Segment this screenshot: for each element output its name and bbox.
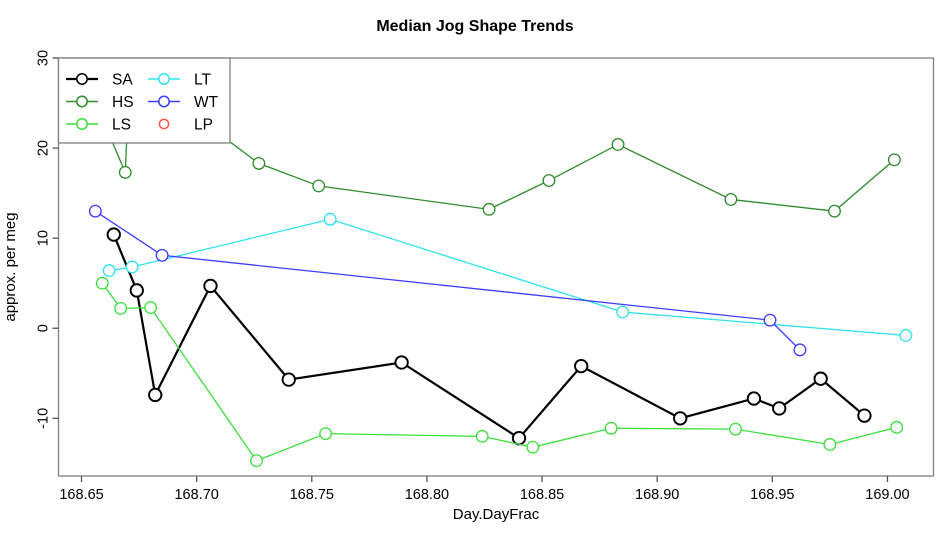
series-line <box>101 282 897 462</box>
data-point-marker <box>526 440 540 454</box>
x-tick-label: 168.70 <box>174 487 218 503</box>
legend-entry-HS: HS <box>66 94 134 111</box>
legend-label: LT <box>194 72 211 89</box>
x-axis: 168.65 168.70 168.75 168.80 168.85 168.90 168.… <box>59 476 910 503</box>
data-point-marker <box>511 431 527 446</box>
series-LS <box>95 276 904 468</box>
data-point-marker <box>95 276 109 290</box>
legend-label: SA <box>112 72 133 89</box>
x-tick-label: 168.65 <box>59 487 103 503</box>
data-point-marker <box>574 358 589 374</box>
x-tick-label: 168.85 <box>520 487 564 503</box>
data-point-marker <box>319 427 333 441</box>
legend-entry-LT: LT <box>148 72 211 89</box>
data-point-marker <box>823 438 837 451</box>
data-point-marker <box>793 343 807 357</box>
y-tick-label: -10 <box>35 408 51 429</box>
data-point-marker <box>899 329 913 342</box>
data-point-marker <box>203 278 218 294</box>
legend-entry-SA: SA <box>66 72 133 89</box>
data-point-marker <box>114 301 128 315</box>
data-point-marker <box>125 260 139 274</box>
y-axis-label: approx. per meg <box>2 212 19 322</box>
legend-marker-icon <box>76 95 88 108</box>
data-point-marker <box>106 227 121 242</box>
data-point-marker <box>673 411 688 426</box>
data-point-marker <box>604 421 618 435</box>
data-point-marker <box>281 372 296 387</box>
data-point-marker <box>250 454 263 468</box>
data-point-marker <box>118 165 132 179</box>
legend-entry-LP: LP <box>158 117 213 134</box>
chart-title: Median Jog Shape Trends <box>376 18 574 35</box>
data-point-marker <box>887 153 901 167</box>
y-tick-label: 0 <box>35 324 51 332</box>
series-line <box>109 218 906 337</box>
y-tick-label: 10 <box>35 230 51 246</box>
legend-entry-WT: WT <box>148 94 219 111</box>
data-point-marker <box>616 305 630 319</box>
legend: SA HS LS LT WT LP <box>57 57 231 144</box>
data-point-marker <box>252 156 266 170</box>
y-tick-label: 30 <box>35 50 51 66</box>
x-tick-label: 168.75 <box>290 487 334 503</box>
data-point-marker <box>724 192 738 206</box>
data-point-marker <box>763 313 777 327</box>
data-point-marker <box>611 138 625 151</box>
data-point-marker <box>394 355 409 370</box>
legend-marker-icon <box>76 73 88 85</box>
legend-marker-icon <box>158 118 170 130</box>
data-point-marker <box>542 174 556 187</box>
data-point-marker <box>772 401 787 416</box>
data-point-marker <box>155 248 169 262</box>
y-axis: -10 0 10 20 30 <box>35 50 59 429</box>
data-point-marker <box>813 371 828 386</box>
data-point-marker <box>890 420 904 434</box>
x-tick-label: 169.00 <box>865 487 909 503</box>
legend-marker-icon <box>76 118 88 130</box>
legend-label: LP <box>194 117 213 134</box>
data-point-marker <box>102 264 116 278</box>
x-tick-label: 168.80 <box>405 487 449 503</box>
data-point-marker <box>148 387 163 403</box>
series-line <box>94 210 801 351</box>
series-LT <box>102 212 913 342</box>
data-point-marker <box>88 204 102 218</box>
x-tick-label: 168.90 <box>635 487 679 503</box>
series-SA <box>106 227 872 446</box>
data-point-marker <box>746 391 762 406</box>
y-tick-label: 20 <box>35 140 51 156</box>
data-point-marker <box>482 202 496 216</box>
series-line <box>112 234 866 440</box>
data-point-marker <box>828 204 841 218</box>
series-WT <box>88 204 807 357</box>
x-axis-label: Day.DayFrac <box>452 506 540 523</box>
legend-label: HS <box>112 94 134 111</box>
data-point-marker <box>312 179 326 193</box>
data-point-marker <box>144 301 158 314</box>
data-point-marker <box>129 283 144 298</box>
plot-box <box>57 57 935 477</box>
legend-marker-icon <box>158 73 170 85</box>
data-point-marker <box>857 408 872 423</box>
x-tick-label: 168.95 <box>750 487 794 503</box>
legend-label: WT <box>194 94 219 111</box>
data-point-marker <box>475 429 489 443</box>
data-point-marker <box>323 212 337 226</box>
legend-label: LS <box>112 117 131 134</box>
legend-entry-LS: LS <box>66 117 131 134</box>
legend-marker-icon <box>158 95 170 108</box>
data-point-marker <box>729 422 742 436</box>
